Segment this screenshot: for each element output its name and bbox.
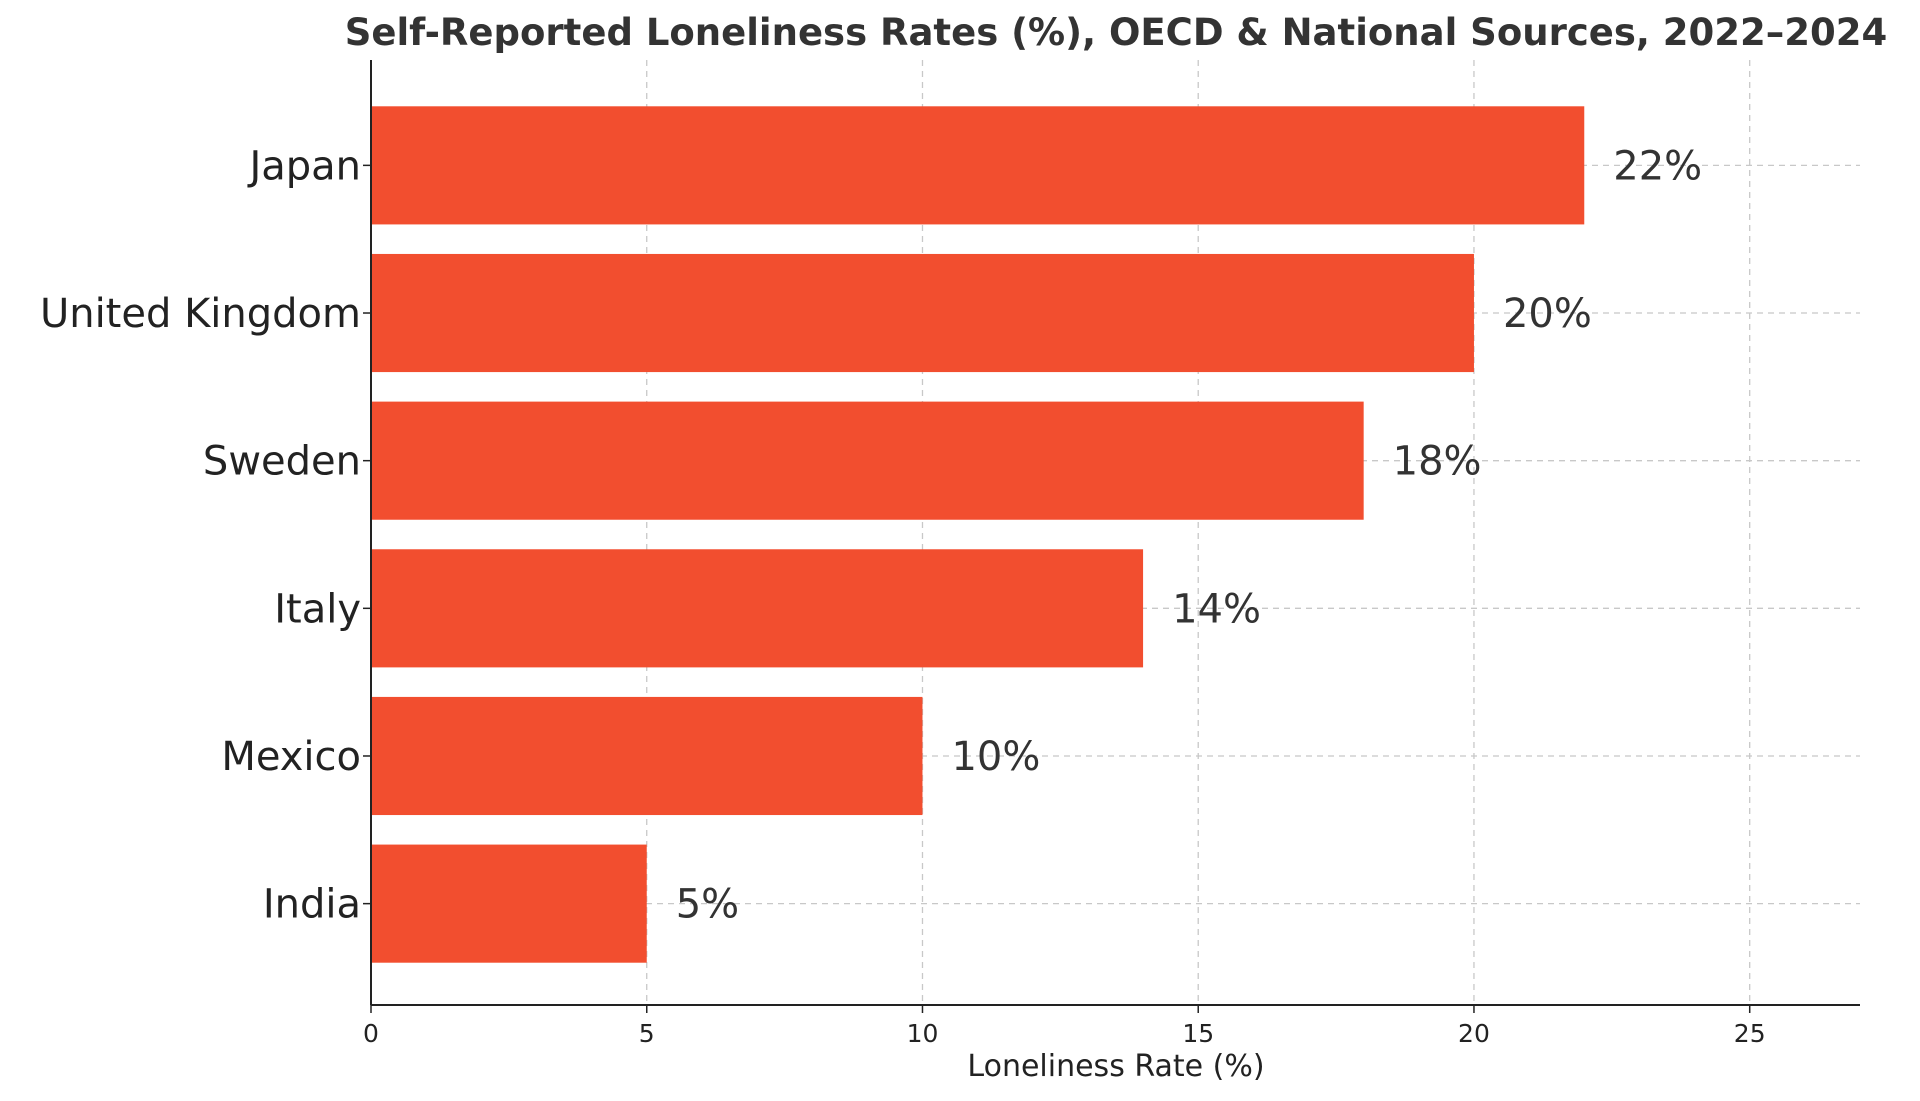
category-labels: Japan United Kingdom Sweden Italy Mexico Indi… (40, 143, 361, 927)
data-label: 10% (951, 734, 1040, 780)
data-label: 14% (1172, 586, 1261, 632)
x-tick-label: 5 (639, 1019, 655, 1048)
bar-united-kingdom (371, 253, 1474, 373)
category-label: Sweden (203, 439, 361, 485)
chart-title: Self-Reported Loneliness Rates (%), OECD… (345, 11, 1888, 54)
bar-sweden (371, 401, 1364, 520)
data-label: 5% (676, 882, 739, 928)
x-tick-label: 0 (363, 1019, 379, 1048)
data-label: 20% (1503, 291, 1592, 337)
x-ticks: 0 5 10 15 20 25 (363, 164, 1766, 1048)
x-tick-label: 15 (1182, 1019, 1214, 1048)
category-label: Italy (274, 586, 361, 632)
x-tick-label: 20 (1458, 1019, 1490, 1048)
category-label: United Kingdom (40, 291, 361, 337)
bars (371, 106, 1585, 963)
bar-italy (371, 549, 1144, 668)
x-axis-title: Loneliness Rate (%) (967, 1049, 1264, 1084)
axes (370, 60, 1860, 1006)
category-label: India (263, 882, 361, 928)
x-tick-label: 25 (1734, 1019, 1766, 1048)
bar-mexico (371, 696, 923, 816)
bar-india (371, 844, 647, 963)
data-labels: 22% 20% 18% 14% 10% 5% (676, 143, 1702, 927)
data-label: 22% (1613, 143, 1702, 189)
category-label: Mexico (221, 734, 361, 780)
bar-japan (371, 106, 1585, 225)
x-tick-label: 10 (907, 1019, 939, 1048)
data-label: 18% (1393, 439, 1482, 485)
category-label: Japan (246, 143, 361, 189)
